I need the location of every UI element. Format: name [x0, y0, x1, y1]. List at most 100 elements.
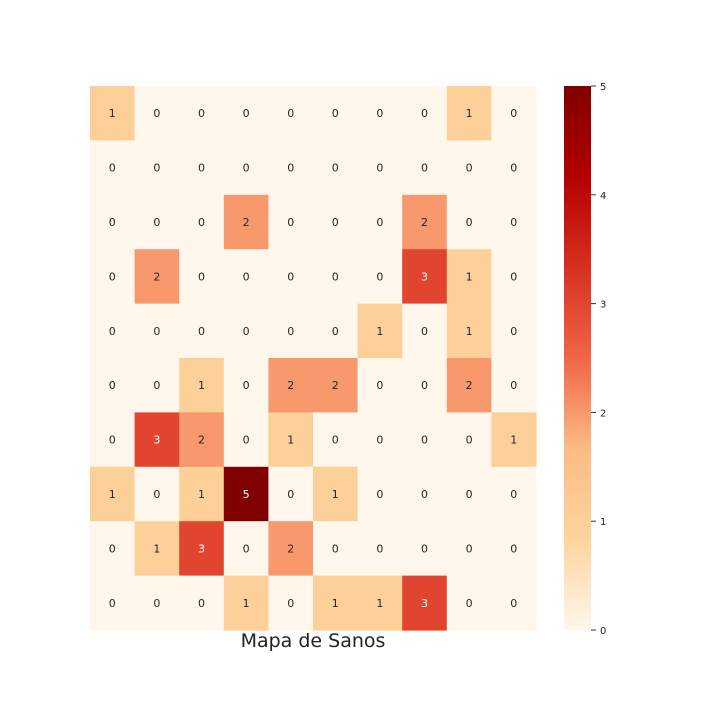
cell-value-label: 0 [332, 216, 339, 229]
cell-value-label: 0 [198, 597, 205, 610]
cell-value-label: 0 [510, 379, 517, 392]
cell-value-label: 0 [466, 488, 473, 501]
heatmap-cell [402, 412, 448, 468]
heatmap-cell [90, 194, 136, 250]
heatmap-cell [268, 86, 314, 141]
heatmap-cells [90, 86, 537, 631]
heatmap-cell [402, 140, 448, 196]
cell-value-label: 0 [510, 325, 517, 338]
cell-value-label: 0 [510, 542, 517, 555]
heatmap-cell [402, 521, 448, 577]
cell-value-label: 0 [287, 325, 294, 338]
cell-value-label: 1 [332, 488, 339, 501]
heatmap-cell [402, 303, 448, 359]
cell-value-label: 0 [153, 325, 160, 338]
cell-value-label: 0 [421, 107, 428, 120]
colorbar-gradient [564, 86, 591, 630]
cell-value-label: 0 [243, 162, 250, 175]
cell-value-label: 0 [376, 162, 383, 175]
heatmap-cell [223, 575, 269, 631]
cell-value-label: 0 [332, 107, 339, 120]
cell-value-label: 2 [332, 379, 339, 392]
cell-value-label: 0 [376, 434, 383, 447]
cell-value-label: 2 [466, 379, 473, 392]
cell-value-label: 0 [510, 216, 517, 229]
heatmap-cell [446, 521, 492, 577]
cell-value-label: 0 [510, 270, 517, 283]
heatmap-cell [446, 86, 492, 141]
heatmap-cell [90, 140, 136, 196]
heatmap-cell [134, 412, 180, 468]
heatmap-cell [90, 303, 136, 359]
heatmap-cell [357, 194, 403, 250]
cell-value-label: 0 [376, 270, 383, 283]
cell-value-label: 0 [287, 488, 294, 501]
cell-value-label: 0 [421, 325, 428, 338]
cell-value-label: 0 [510, 107, 517, 120]
cell-value-label: 0 [510, 597, 517, 610]
cell-value-label: 0 [466, 542, 473, 555]
cell-value-label: 1 [376, 597, 383, 610]
heatmap-cell [357, 249, 403, 305]
heatmap-cell [491, 521, 537, 577]
heatmap-cell [134, 575, 180, 631]
heatmap-cell [90, 358, 136, 413]
heatmap-cell [90, 466, 136, 522]
heatmap-cell [223, 521, 269, 577]
heatmap-cell [179, 249, 225, 305]
cell-value-label: 0 [287, 162, 294, 175]
heatmap-cell [402, 86, 448, 141]
heatmap-cell [491, 194, 537, 250]
cell-value-label: 2 [287, 379, 294, 392]
heatmap-cell [357, 86, 403, 141]
cell-value-label: 1 [466, 107, 473, 120]
colorbar: 0 1 2 3 4 5 [564, 82, 606, 637]
heatmap-cell [179, 521, 225, 577]
heatmap-cell [134, 358, 180, 413]
cell-value-label: 0 [332, 542, 339, 555]
cell-value-label: 1 [109, 107, 116, 120]
heatmap-cell [134, 86, 180, 141]
cell-value-label: 0 [153, 488, 160, 501]
heatmap-cell [491, 575, 537, 631]
heatmap-cell [179, 466, 225, 522]
cell-value-label: 1 [198, 379, 205, 392]
heatmap-cell [223, 140, 269, 196]
cell-value-label: 1 [332, 597, 339, 610]
heatmap-cell [313, 575, 359, 631]
cell-value-label: 2 [421, 216, 428, 229]
cell-value-label: 0 [376, 107, 383, 120]
cell-value-label: 0 [466, 216, 473, 229]
heatmap-cell [90, 249, 136, 305]
heatmap-cell [313, 249, 359, 305]
heatmap-cell [268, 140, 314, 196]
cell-value-label: 0 [153, 379, 160, 392]
heatmap-cell [134, 466, 180, 522]
heatmap-cell [179, 194, 225, 250]
cell-value-label: 0 [243, 379, 250, 392]
heatmap-cell [90, 412, 136, 468]
heatmap-cell [357, 358, 403, 413]
cell-value-label: 0 [421, 379, 428, 392]
colorbar-tick-label: 4 [600, 191, 606, 202]
heatmap-cell [402, 575, 448, 631]
cell-value-label: 0 [243, 270, 250, 283]
heatmap-cell [446, 412, 492, 468]
cell-value-label: 0 [332, 434, 339, 447]
heatmap-cell [491, 140, 537, 196]
cell-value-label: 3 [153, 434, 160, 447]
heatmap-cell [402, 358, 448, 413]
cell-value-label: 0 [376, 488, 383, 501]
colorbar-tick-label: 3 [600, 300, 606, 311]
heatmap-cell [313, 140, 359, 196]
heatmap-cell [268, 412, 314, 468]
cell-value-label: 0 [510, 488, 517, 501]
heatmap-cell [313, 194, 359, 250]
heatmap-cell [313, 86, 359, 141]
cell-value-label: 0 [421, 434, 428, 447]
heatmap-cell [179, 358, 225, 413]
cell-value-label: 0 [243, 107, 250, 120]
heatmap-cell [491, 358, 537, 413]
chart-title: Mapa de Sanos [240, 630, 386, 652]
